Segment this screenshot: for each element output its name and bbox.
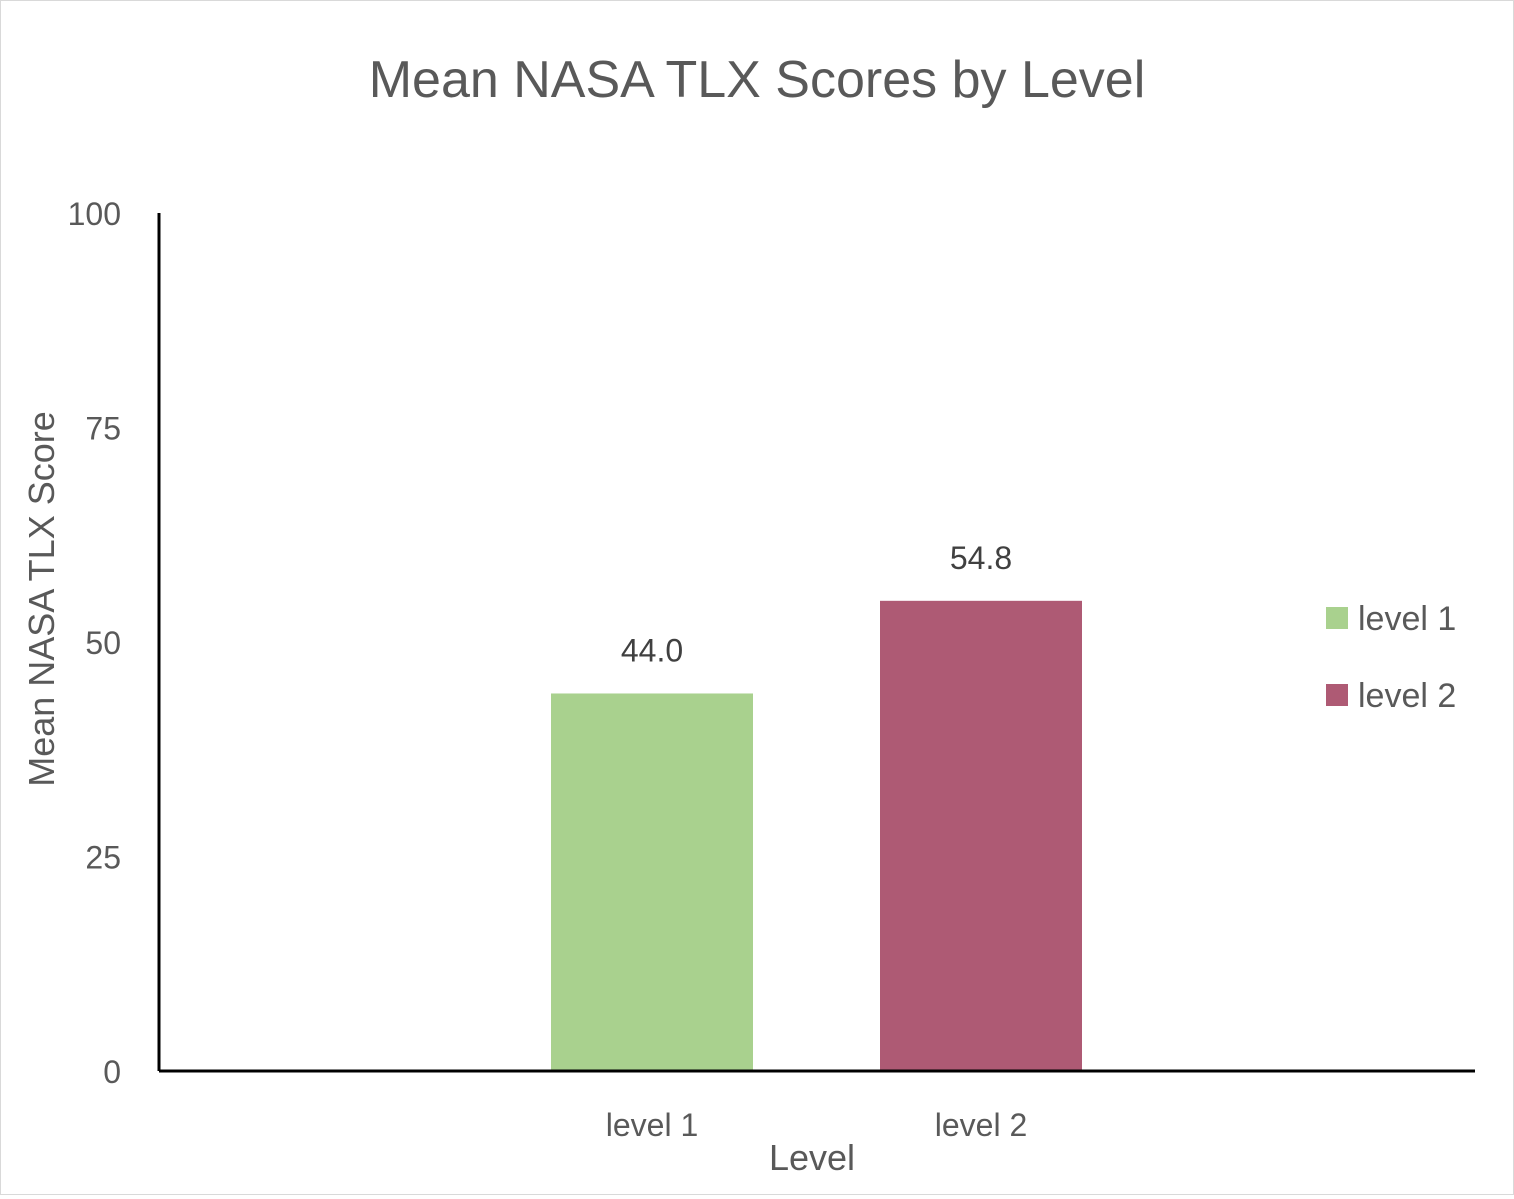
y-tick-label: 0 [103, 1054, 121, 1090]
y-tick-label: 75 [85, 411, 121, 447]
x-tick-label: level 1 [606, 1107, 699, 1143]
y-axis-title: Mean NASA TLX Score [21, 411, 62, 787]
bar-level-2 [880, 600, 1082, 1071]
bar-level-1 [551, 693, 753, 1071]
bars [551, 600, 1082, 1071]
x-axis-title: Level [769, 1137, 855, 1178]
y-tick-label: 25 [85, 840, 121, 876]
bar-data-label: 44.0 [621, 632, 683, 668]
y-tick-labels: 0 25 50 75 100 [68, 196, 121, 1090]
legend-swatch [1326, 607, 1348, 629]
bar-data-label: 54.8 [950, 540, 1012, 576]
chart-legend: level 1 level 2 [1326, 600, 1456, 715]
x-tick-labels: level 1 level 2 [606, 1107, 1028, 1143]
legend-label: level 2 [1358, 677, 1456, 715]
chart-title: Mean NASA TLX Scores by Level [369, 51, 1146, 109]
bar-data-labels: 44.0 54.8 [621, 540, 1012, 669]
y-tick-label: 50 [85, 625, 121, 661]
y-tick-label: 100 [68, 196, 121, 232]
legend-item: level 1 [1326, 600, 1456, 638]
x-tick-label: level 2 [935, 1107, 1028, 1143]
legend-item: level 2 [1326, 677, 1456, 715]
legend-label: level 1 [1358, 600, 1456, 638]
legend-swatch [1326, 684, 1348, 706]
